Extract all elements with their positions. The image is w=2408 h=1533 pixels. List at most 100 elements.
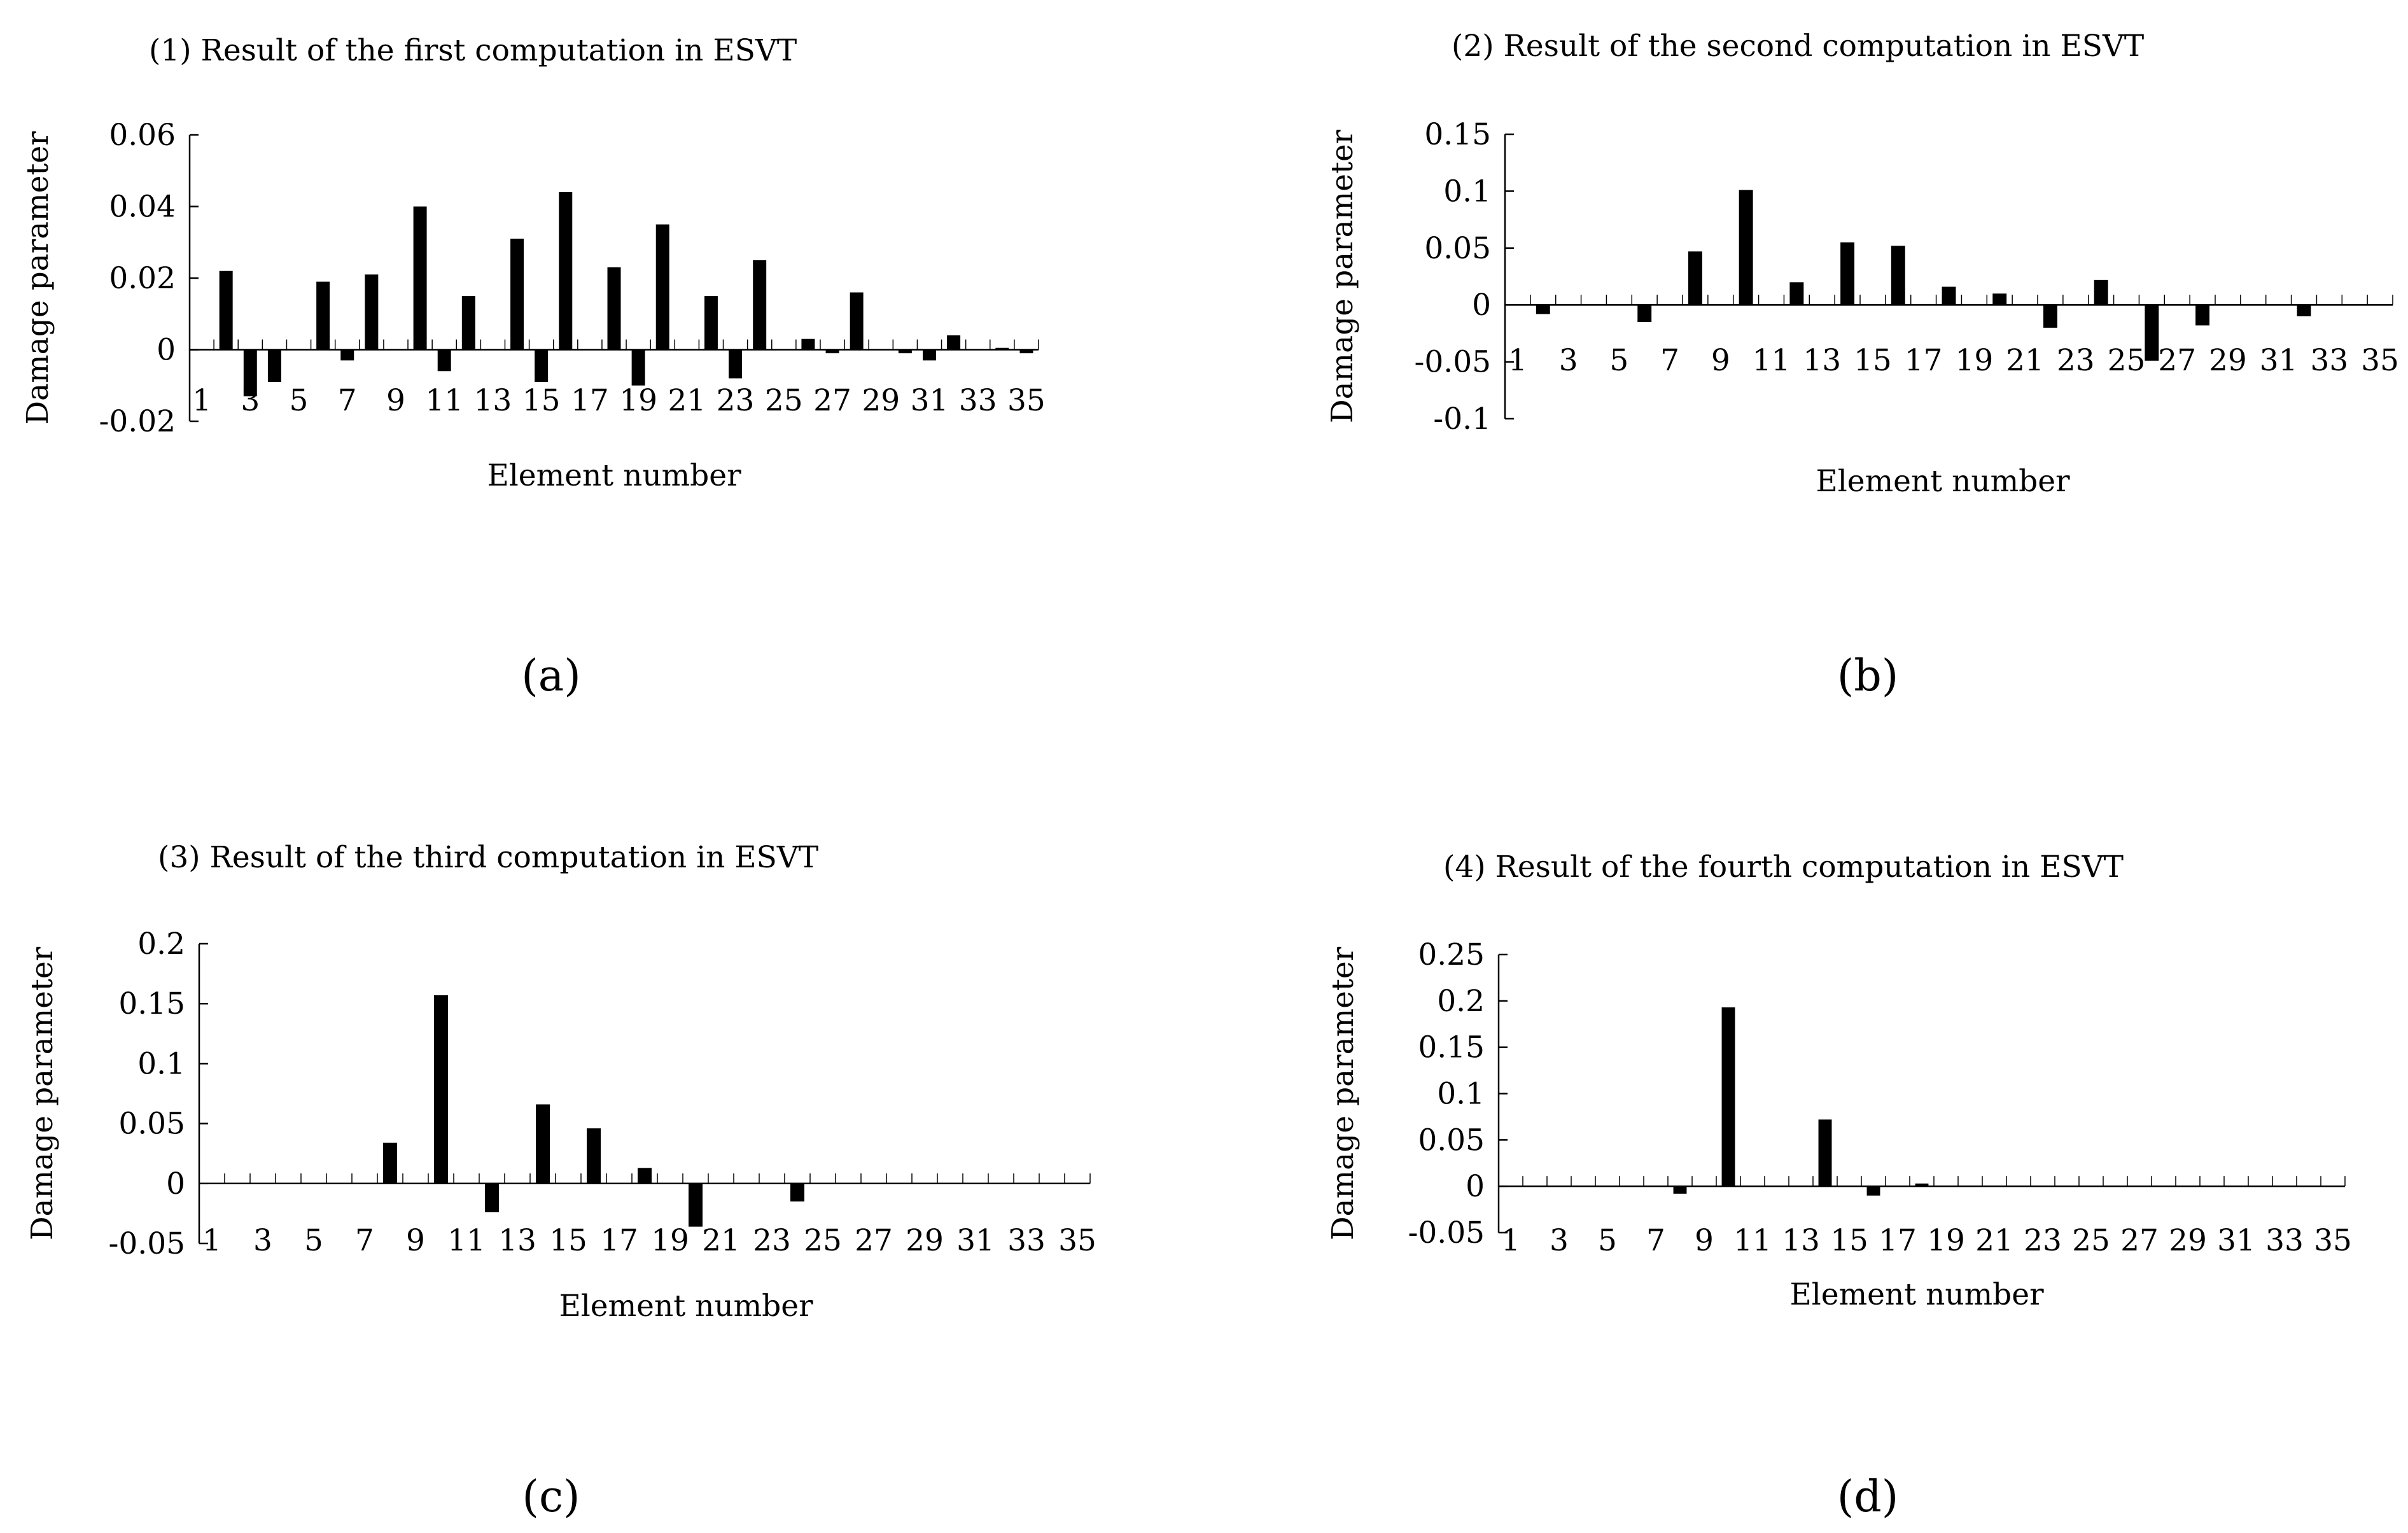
chart4-y-tick-label: 0.25 [1418,937,1485,972]
panel-label-a: (a) [521,651,581,701]
chart3-x-tick-label: 35 [1058,1223,1096,1258]
chart2-bar [1992,293,2007,305]
chart1-bar [219,270,233,350]
chart4-x-tick-label: 9 [1695,1223,1714,1258]
chart3-y-tick-label: 0.05 [118,1107,185,1142]
chart1-bar [947,335,961,350]
chart3-x-tick-label: 9 [406,1223,425,1258]
chart2-x-tick-label: 1 [1508,343,1527,378]
chart4-x-tick-label: 33 [2265,1223,2304,1258]
chart2-x-tick-label: 25 [2108,343,2146,378]
chart1-bar [898,349,912,354]
panel-label-c: (c) [522,1472,580,1522]
chart3-x-tick-label: 15 [549,1223,587,1258]
chart1-y-tick-label: 0 [157,333,176,368]
chart4-x-tick-label: 27 [2120,1223,2159,1258]
chart1-bar [510,239,524,350]
chart1-x-tick-label: 11 [425,383,463,418]
chart1-bar [316,281,330,350]
chart3-x-tick-label: 1 [202,1223,221,1258]
chart4-bar [1673,1186,1687,1194]
chart1-bar [995,347,1009,350]
chart3-x-tick-label: 25 [804,1223,842,1258]
chart4-y-axis-label: Damage parameter [1326,946,1361,1240]
chart1-x-tick-label: 35 [1007,383,1046,418]
chart1-bar [923,349,936,361]
chart1-x-tick-label: 13 [474,383,512,418]
chart1-x-tick-label: 23 [717,383,755,418]
chart3-y-tick-label: 0.15 [118,986,185,1021]
chart1-x-tick-label: 25 [765,383,803,418]
chart4-x-tick-label: 7 [1646,1223,1665,1258]
chart2-bar [2195,305,2210,326]
chart3-bar [689,1183,703,1227]
chart4-y-tick-label: 0.2 [1437,984,1485,1019]
chart1-x-tick-label: 17 [571,383,609,418]
chart3-y-axis-label: Damage parameter [25,946,60,1240]
chart4-x-tick-label: 3 [1550,1223,1569,1258]
chart4-y-tick-label: 0 [1466,1169,1485,1204]
chart2-bar [1891,246,1905,305]
chart3-x-tick-label: 3 [253,1223,272,1258]
chart3-x-axis-label: Element number [559,1289,813,1324]
chart1-x-tick-label: 19 [619,383,657,418]
chart1-bar [340,349,354,361]
chart2-x-tick-label: 29 [2209,343,2247,378]
chart1-x-tick-label: 29 [862,383,900,418]
chart2-x-tick-label: 11 [1753,343,1791,378]
chart3-title: (3) Result of the third computation in E… [158,840,818,875]
chart2-bar [1637,305,1652,323]
chart1-x-tick-label: 27 [813,383,851,418]
chart4-bar [1915,1183,1929,1187]
chart1-bar [365,274,379,350]
chart1-y-tick-label: 0.06 [109,118,176,153]
chart3-x-tick-label: 5 [304,1223,323,1258]
chart2-bar [2043,305,2057,328]
chart2-x-tick-label: 17 [1905,343,1943,378]
chart2-x-tick-label: 19 [1955,343,1993,378]
chart2-bar [2297,305,2311,317]
chart4-x-tick-label: 31 [2217,1223,2255,1258]
chart2-bar [2145,305,2159,361]
chart3-x-tick-label: 13 [498,1223,536,1258]
chart1-bar [631,349,645,386]
chart2-y-tick-label: 0 [1472,288,1491,323]
chart1-bar [559,192,573,350]
chart4-y-tick-label: 0.15 [1418,1030,1485,1065]
chart1-x-tick-label: 15 [522,383,561,418]
chart4-x-tick-label: 17 [1879,1223,1917,1258]
chart4-x-tick-label: 1 [1501,1223,1520,1258]
chart4-x-axis-label: Element number [1789,1277,2044,1312]
chart3-x-tick-label: 29 [906,1223,944,1258]
panel-label-d: (d) [1837,1472,1899,1522]
chart1-x-axis-label: Element number [487,458,741,493]
chart3-y-tick-label: 0 [166,1166,185,1201]
chart1-x-tick-label: 5 [290,383,309,418]
chart1-bar [437,349,451,372]
chart1-bar [655,224,669,350]
chart1-x-tick-label: 21 [668,383,706,418]
chart2-bar [1688,251,1702,305]
chart3-y-tick-label: -0.05 [108,1226,185,1261]
chart3-bar [434,995,448,1184]
chart4-x-tick-label: 21 [1975,1223,2013,1258]
chart3-bar [485,1183,499,1213]
panel-label-b: (b) [1837,651,1899,701]
chart3-bar [587,1128,601,1184]
chart4-title: (4) Result of the fourth computation in … [1443,850,2124,885]
chart2-bar [1840,242,1855,305]
chart1-x-tick-label: 9 [386,383,405,418]
chart-panel-b: (2) Result of the second computation in … [1325,29,2399,499]
chart3-x-tick-label: 7 [355,1223,374,1258]
chart1-y-tick-label: -0.02 [99,404,176,439]
chart2-x-tick-label: 9 [1711,343,1730,378]
chart3-y-tick-label: 0.1 [137,1046,185,1081]
chart1-x-tick-label: 33 [959,383,997,418]
chart4-y-tick-label: -0.05 [1408,1215,1485,1250]
chart1-bar [825,349,839,354]
chart4-y-tick-label: 0.1 [1437,1077,1485,1112]
chart2-x-tick-label: 5 [1609,343,1628,378]
chart2-y-axis-label: Damage parameter [1325,129,1360,423]
chart2-x-tick-label: 21 [2006,343,2044,378]
chart4-bar [1866,1186,1880,1196]
